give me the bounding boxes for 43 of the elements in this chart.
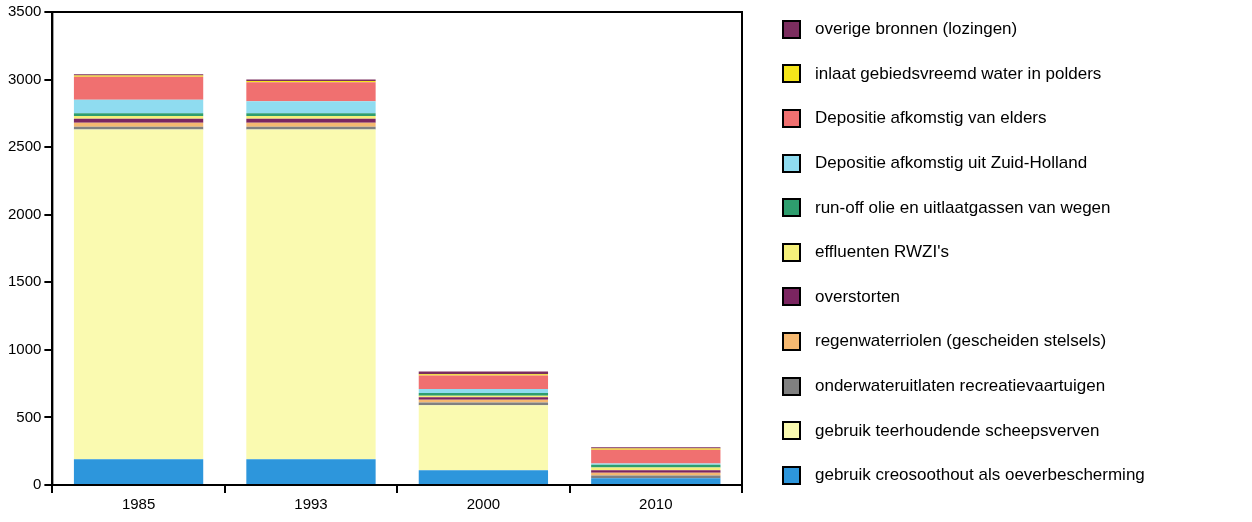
y-tick-label: 3000 — [7, 69, 42, 87]
y-tick-label: 0 — [33, 475, 42, 493]
bar — [73, 76, 204, 100]
legend-label: regenwaterriolen (gescheiden stelsels) — [815, 331, 1107, 352]
legend-label: effluenten RWZI's — [815, 242, 949, 263]
bar — [73, 122, 204, 127]
bar — [246, 129, 376, 460]
legend-label: gebruik teerhoudende scheepsverven — [815, 420, 1100, 441]
bar — [246, 126, 376, 130]
legend-label: overige bronnen (lozingen) — [815, 19, 1018, 40]
y-tick-label: 2500 — [7, 137, 42, 155]
legend-label: inlaat gebiedsvreemd water in polders — [815, 63, 1102, 84]
bar — [591, 478, 721, 484]
legend-label: onderwateruitlaten recreatievaartuigen — [815, 376, 1106, 397]
y-tick-label: 2000 — [7, 204, 42, 222]
legend-label: run-off olie en uitlaatgassen van wegen — [815, 197, 1111, 218]
legend-label: gebruik creosoothout als oeverbescherming — [815, 465, 1145, 486]
y-tick-label: 1000 — [7, 340, 42, 357]
x-tick-label: 1985 — [121, 495, 156, 513]
bar — [73, 129, 204, 460]
legend-label: Depositie afkomstig uit Zuid-Holland — [815, 153, 1088, 174]
bar — [418, 389, 549, 394]
bar — [246, 459, 376, 484]
bar — [73, 126, 204, 130]
y-tick-label: 500 — [16, 407, 42, 425]
bar — [246, 122, 376, 127]
x-tick-label: 1993 — [294, 495, 328, 513]
legend-label: overstorten — [815, 286, 901, 307]
bar — [418, 405, 549, 471]
bar — [73, 118, 204, 123]
bar — [73, 99, 204, 114]
bar — [246, 101, 376, 114]
bar — [418, 375, 549, 390]
legend-label: Depositie afkomstig van elders — [815, 108, 1047, 129]
y-tick-label: 3500 — [7, 2, 42, 20]
y-tick-label: 1500 — [7, 272, 42, 290]
x-tick-label: 2000 — [466, 495, 501, 513]
x-tick-label: 2010 — [639, 495, 673, 513]
bar — [246, 118, 376, 123]
bar — [418, 470, 549, 484]
bar — [73, 459, 204, 484]
bar — [591, 449, 721, 464]
bar — [246, 82, 376, 102]
